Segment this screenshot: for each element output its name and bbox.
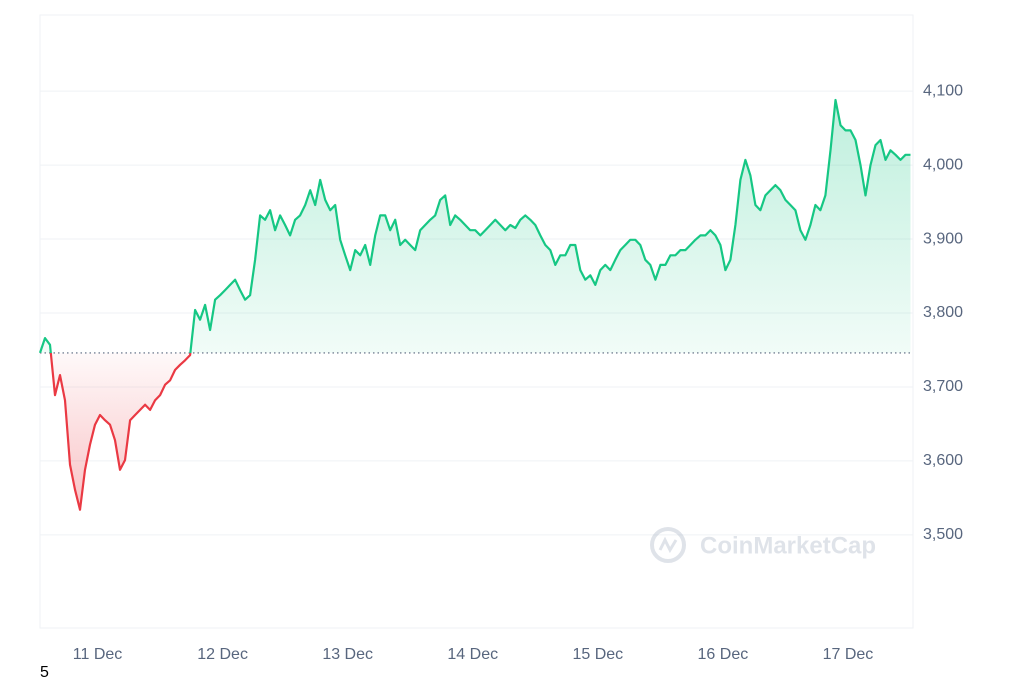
x-tick-label: 12 Dec bbox=[197, 646, 248, 663]
price-line bbox=[38, 98, 911, 511]
x-tick-label: 13 Dec bbox=[322, 646, 373, 663]
x-tick-label: 11 Dec bbox=[73, 646, 123, 663]
x-tick-label: 17 Dec bbox=[823, 646, 874, 663]
watermark-text: CoinMarketCap bbox=[700, 532, 876, 559]
y-tick-label: 3,900 bbox=[923, 230, 963, 247]
y-tick-label: 3,500 bbox=[923, 526, 963, 543]
x-tick-label: 16 Dec bbox=[698, 646, 749, 663]
y-tick-label: 3,700 bbox=[923, 378, 963, 395]
y-tick-label: 3,800 bbox=[923, 304, 963, 321]
x-tick-label: 14 Dec bbox=[447, 646, 498, 663]
plot-frame bbox=[39, 14, 914, 629]
footnote: 5 bbox=[40, 664, 49, 681]
x-tick-label: 15 Dec bbox=[572, 646, 623, 663]
y-tick-label: 4,000 bbox=[923, 156, 963, 173]
y-tick-label: 3,600 bbox=[923, 452, 963, 469]
watermark: CoinMarketCap bbox=[650, 527, 876, 563]
y-tick-label: 4,100 bbox=[923, 82, 963, 99]
price-area bbox=[40, 100, 911, 510]
